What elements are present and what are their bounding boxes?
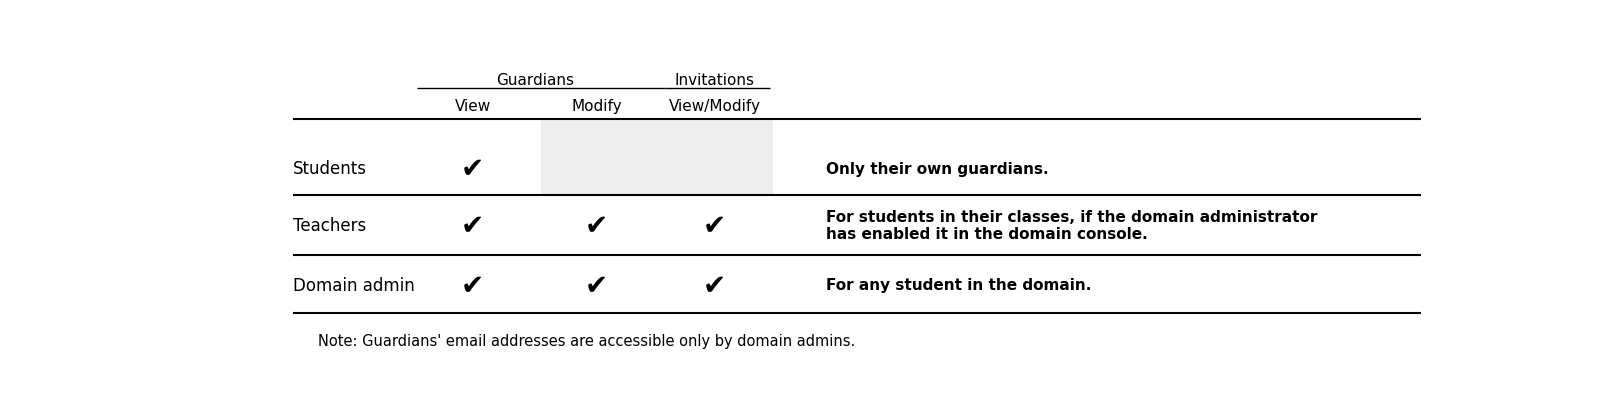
FancyBboxPatch shape <box>541 120 773 196</box>
Text: Note: Guardians' email addresses are accessible only by domain admins.: Note: Guardians' email addresses are acc… <box>318 333 854 348</box>
Text: Invitations: Invitations <box>675 73 755 88</box>
Text: Domain admin: Domain admin <box>293 276 414 294</box>
Text: ✔: ✔ <box>461 271 485 299</box>
Text: ✔: ✔ <box>702 271 726 299</box>
Text: Modify: Modify <box>571 98 622 113</box>
Text: Only their own guardians.: Only their own guardians. <box>826 161 1050 176</box>
Text: ✔: ✔ <box>461 155 485 183</box>
Text: Teachers: Teachers <box>293 216 366 234</box>
Text: For students in their classes, if the domain administrator
has enabled it in the: For students in their classes, if the do… <box>826 209 1317 242</box>
Text: View/Modify: View/Modify <box>669 98 760 113</box>
Text: ✔: ✔ <box>586 271 608 299</box>
Text: View: View <box>454 98 491 113</box>
Text: Students: Students <box>293 160 366 178</box>
Text: ✔: ✔ <box>702 211 726 239</box>
Text: For any student in the domain.: For any student in the domain. <box>826 278 1091 293</box>
Text: ✔: ✔ <box>586 211 608 239</box>
Text: ✔: ✔ <box>461 211 485 239</box>
Text: Guardians: Guardians <box>496 73 574 88</box>
